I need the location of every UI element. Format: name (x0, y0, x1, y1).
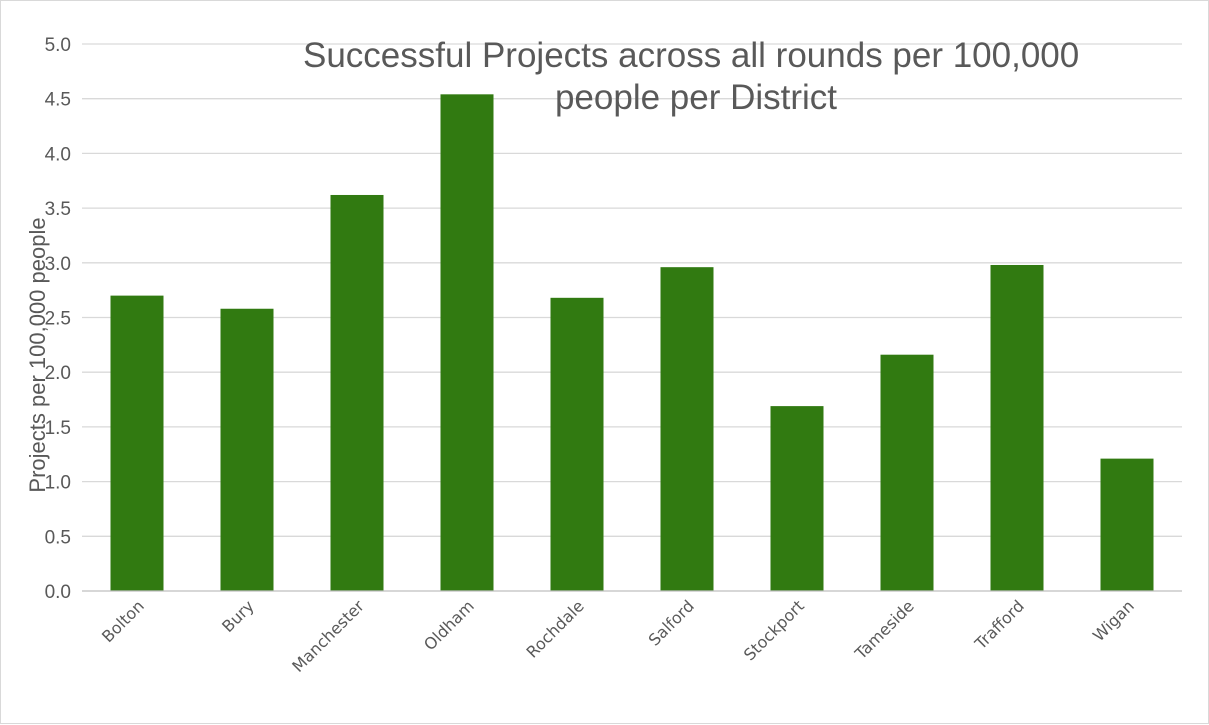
bar-manchester (330, 194, 384, 592)
x-tick-label-wigan: Wigan (1089, 596, 1138, 645)
y-axis-label: Projects per 100,000 people (25, 217, 50, 492)
x-tick-label-rochdale: Rochdale (523, 596, 588, 661)
bar-bury (220, 308, 274, 591)
y-tick-label: 3.0 (45, 254, 71, 275)
x-tick-label-trafford: Trafford (970, 596, 1027, 653)
y-tick-label: 2.0 (45, 363, 71, 384)
y-tick-label: 0.0 (45, 582, 71, 603)
y-tick-label: 2.5 (45, 309, 71, 330)
bar-stockport (770, 406, 824, 591)
y-tick-labels: 0.0 0.5 1.0 1.5 2.0 2.5 3.0 3.5 4.0 4.5 5.0 (45, 35, 71, 603)
chart-title-line-1: Successful Projects across all rounds pe… (303, 36, 1079, 75)
x-tick-label-stockport: Stockport (740, 596, 808, 664)
x-tick-label-manchester: Manchester (288, 596, 368, 676)
x-tick-label-salford: Salford (645, 596, 698, 649)
y-tick-label: 1.5 (45, 418, 71, 439)
bars (110, 94, 1154, 592)
x-tick-label-bolton: Bolton (98, 596, 148, 646)
y-tick-label: 0.5 (45, 527, 71, 548)
bar-bolton (110, 295, 164, 591)
x-tick-label-oldham: Oldham (420, 596, 478, 654)
bar-trafford (990, 264, 1044, 591)
bar-wigan (1100, 458, 1154, 591)
x-tick-label-bury: Bury (218, 596, 258, 636)
bar-salford (660, 267, 714, 591)
y-tick-label: 5.0 (45, 35, 71, 56)
x-tick-label-tameside: Tameside (851, 596, 918, 663)
chart-title-line-2: people per District (555, 78, 837, 117)
bar-oldham (440, 94, 494, 591)
y-tick-label: 4.0 (45, 144, 71, 165)
y-tick-label: 3.5 (45, 199, 71, 220)
y-tick-label: 1.0 (45, 473, 71, 494)
bar-rochdale (550, 297, 604, 591)
chart-title: Successful Projects across all rounds pe… (303, 36, 1089, 117)
y-tick-label: 4.5 (45, 90, 71, 111)
x-tick-labels: Bolton Bury Manchester Oldham Rochdale Salfor… (98, 596, 1138, 676)
bar-tameside (880, 354, 934, 591)
